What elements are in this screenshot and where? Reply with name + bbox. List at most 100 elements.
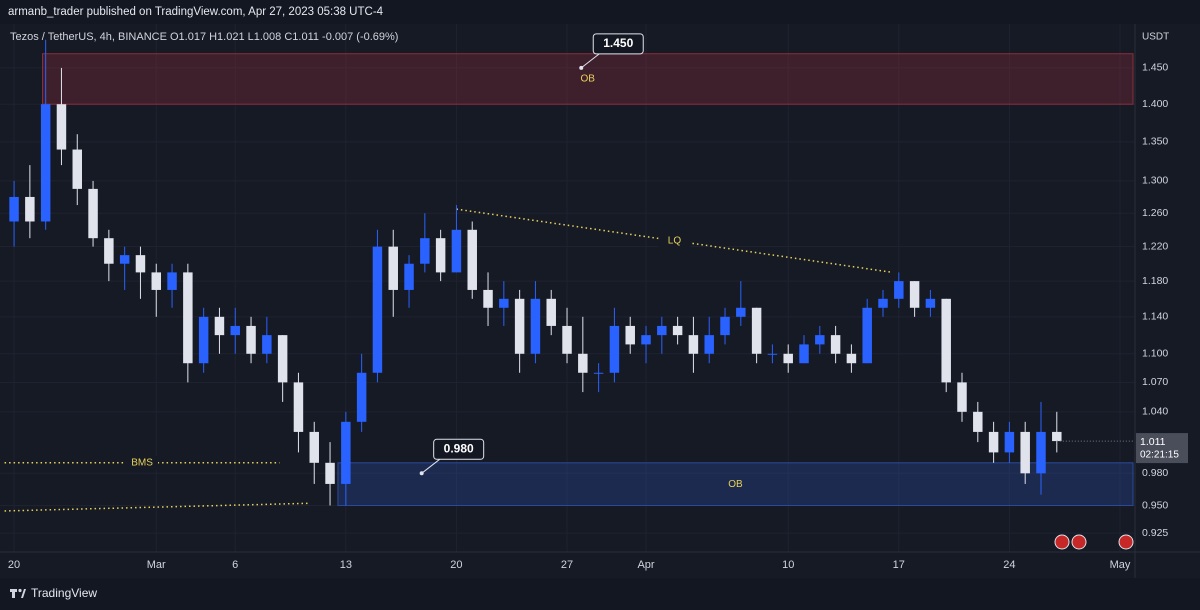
callout-anchor [579, 65, 584, 70]
candle-body [578, 353, 588, 373]
candle-body [609, 325, 620, 373]
candle-body [325, 462, 335, 484]
candle-body [751, 307, 762, 354]
candle-body [799, 344, 809, 364]
candle-body [925, 298, 936, 308]
candle-body [909, 281, 920, 308]
candle-body [72, 149, 82, 189]
last-price-badge [1136, 433, 1188, 464]
candle-body [657, 325, 667, 336]
candle-body [119, 255, 130, 264]
candle-body [404, 263, 414, 290]
candle-body [214, 316, 225, 336]
line-label: LQ [668, 235, 682, 246]
x-tick-label: Mar [147, 559, 166, 571]
y-tick-label: 1.140 [1142, 311, 1168, 323]
brand-name: TradingView [31, 586, 97, 600]
brand-logo [10, 588, 26, 598]
candle-body [641, 335, 651, 345]
candle-body [546, 298, 556, 326]
y-tick-label: 1.450 [1142, 62, 1168, 74]
candle-body [104, 238, 114, 264]
candle-body [625, 325, 635, 345]
candle-body [25, 196, 35, 222]
y-tick-label: 0.950 [1142, 499, 1168, 511]
x-tick-label: 27 [561, 559, 573, 571]
y-tick-label: 1.260 [1142, 207, 1168, 219]
candle-body [198, 316, 209, 364]
x-tick-label: 17 [893, 559, 905, 571]
dotted-line [456, 208, 893, 274]
order-block-zone [41, 53, 1134, 105]
label-backdrop [126, 455, 159, 470]
candle-body [862, 307, 872, 364]
y-tick-label: 1.300 [1142, 175, 1168, 187]
y-tick-label: 1.040 [1142, 406, 1168, 418]
event-icons [1054, 534, 1134, 550]
label-backdrop [658, 233, 691, 248]
candle-body [815, 335, 825, 345]
candle-body [388, 246, 398, 290]
callout-box [433, 438, 485, 460]
y-tick-label: 0.980 [1142, 467, 1168, 479]
candle-body [262, 335, 272, 354]
callout-box [592, 33, 644, 55]
candle-body [767, 353, 778, 355]
y-tick-label: 1.220 [1142, 240, 1168, 252]
x-tick-label: 24 [1003, 559, 1015, 571]
symbol-legend: Tezos / TetherUS, 4h, BINANCE O1.017 H1.… [10, 31, 398, 43]
candle-body [736, 307, 746, 317]
axis-unit: USDT [1142, 32, 1169, 43]
candle-body [435, 238, 446, 273]
candle-body [88, 188, 98, 239]
candle-body [1020, 431, 1030, 474]
candle-body [167, 272, 177, 290]
callout-anchor [419, 471, 424, 476]
y-tick-label: 1.180 [1142, 275, 1168, 287]
order-block-zone [337, 462, 1134, 506]
candle-body [9, 196, 19, 222]
candle-body [451, 229, 462, 273]
y-tick-label: 1.100 [1142, 348, 1168, 360]
y-tick-label: 1.400 [1142, 98, 1168, 110]
candle-body [672, 325, 683, 336]
candle-body [530, 298, 541, 354]
countdown: 02:21:15 [1140, 450, 1179, 461]
zone-label: OB [728, 479, 743, 490]
candle-body [420, 238, 430, 264]
y-tick-label: 1.350 [1142, 136, 1168, 148]
y-tick-label: 0.925 [1142, 527, 1168, 539]
candle-body [688, 335, 699, 354]
dotted-line [4, 502, 308, 512]
candle-body [941, 298, 951, 383]
candle-body [499, 298, 509, 308]
x-tick-label: 10 [782, 559, 794, 571]
callout-label: 1.450 [603, 36, 633, 50]
candle-body [56, 104, 67, 150]
line-label: BMS [131, 457, 153, 468]
candle-body [1036, 431, 1046, 474]
candle-body [783, 353, 793, 364]
x-tick-label: 20 [8, 559, 20, 571]
candle-body [230, 325, 240, 336]
candle-body [593, 372, 604, 374]
candle-body [1004, 431, 1015, 453]
candle-body [562, 325, 572, 354]
x-tick-label: May [1110, 559, 1131, 571]
candle-body [878, 298, 888, 308]
header-text: armanb_trader published on TradingView.c… [8, 6, 384, 18]
footer-bar [0, 578, 1200, 610]
price-axis [1135, 24, 1200, 578]
callout-pointer [580, 53, 600, 69]
zone-label: OB [581, 74, 596, 85]
candle-body [704, 335, 714, 354]
y-tick-label: 1.070 [1142, 376, 1168, 388]
candle-body [293, 382, 304, 432]
callout-pointer [421, 458, 440, 474]
candle-body [988, 431, 999, 453]
candle-body [40, 104, 51, 222]
candle-body [720, 316, 730, 336]
